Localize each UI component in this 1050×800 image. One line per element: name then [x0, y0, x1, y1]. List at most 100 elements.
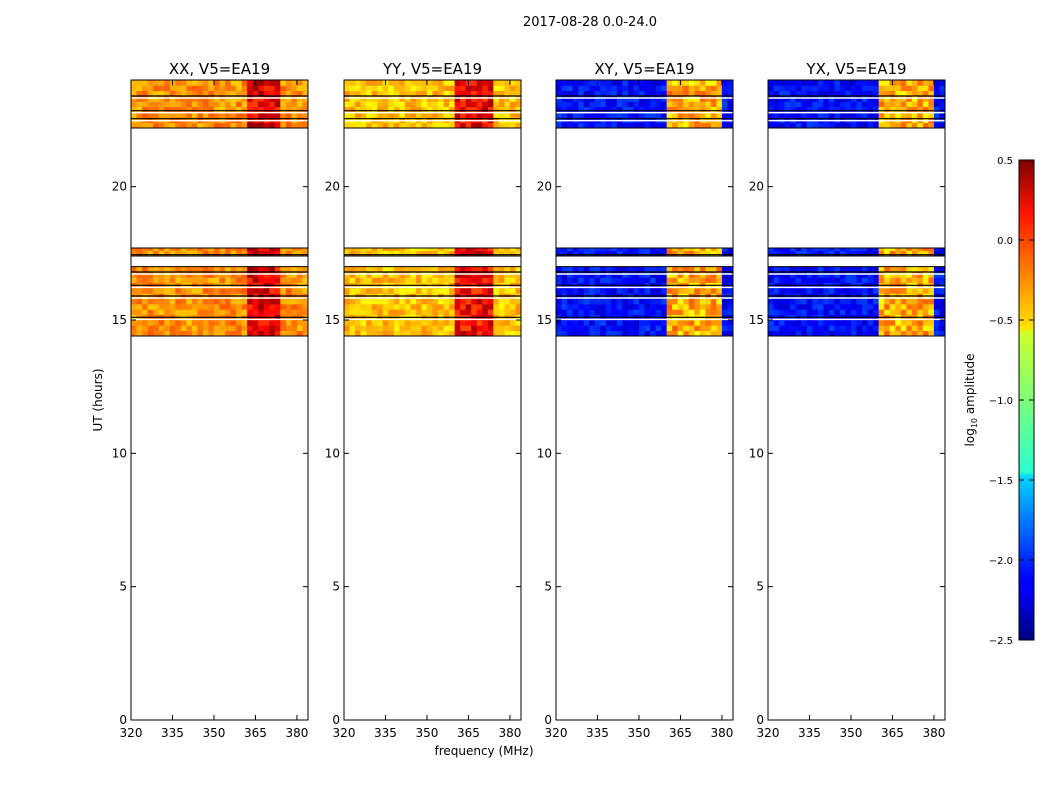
heatmap-cell	[487, 266, 494, 273]
heatmap-cell	[578, 320, 585, 326]
heatmap-cell	[263, 112, 270, 118]
heatmap-cell	[225, 309, 231, 316]
heatmap-cell	[349, 106, 356, 113]
heatmap-cell	[515, 320, 522, 326]
heatmap-cell	[175, 277, 182, 284]
heatmap-cell	[721, 298, 728, 305]
heatmap-cell	[801, 304, 808, 310]
heatmap-cell	[655, 304, 662, 310]
heatmap-cell	[572, 112, 579, 118]
heatmap-cell	[415, 85, 422, 92]
heatmap-cell	[839, 122, 846, 129]
heatmap-cell	[399, 330, 406, 337]
heatmap-cell	[694, 288, 701, 294]
heatmap-cell	[768, 96, 774, 102]
heatmap-cell	[147, 309, 154, 316]
heatmap-cell	[605, 266, 612, 273]
heatmap-cell	[404, 122, 411, 129]
heatmap-cell	[583, 96, 590, 102]
heatmap-cell	[806, 101, 813, 108]
heatmap-cell	[850, 266, 857, 273]
heatmap-cell	[153, 80, 160, 86]
heatmap-cell	[482, 85, 489, 92]
heatmap-cell	[839, 330, 846, 337]
heatmap-cell	[677, 330, 684, 337]
heatmap-cell	[622, 90, 629, 97]
heatmap-cell	[388, 325, 395, 332]
heatmap-cell	[454, 101, 461, 108]
heatmap-cell	[515, 250, 522, 257]
heatmap-cell	[219, 106, 226, 113]
heatmap-cell	[509, 277, 516, 284]
heatmap-cell	[410, 122, 417, 129]
heatmap-cell	[790, 106, 797, 113]
heatmap-cell	[438, 112, 444, 118]
heatmap-cell	[515, 122, 522, 129]
heatmap-cell	[677, 325, 684, 332]
heatmap-cell	[878, 90, 885, 97]
heatmap-cell	[449, 96, 456, 102]
heatmap-cell	[884, 250, 891, 257]
y-tick-label: 0	[332, 713, 340, 727]
heatmap-cell	[415, 309, 422, 316]
heatmap-cell	[366, 122, 373, 129]
heatmap-cell	[583, 266, 590, 273]
heatmap-cell	[202, 80, 209, 86]
heatmap-cell	[867, 122, 874, 129]
heatmap-cell	[175, 298, 182, 305]
heatmap-cell	[933, 325, 940, 332]
heatmap-cell	[191, 266, 198, 273]
heatmap-cell	[131, 106, 137, 113]
heatmap-cell	[768, 266, 774, 273]
heatmap-cell	[438, 250, 444, 257]
heatmap-cell	[790, 80, 797, 86]
heatmap-cell	[823, 320, 830, 326]
heatmap-cell	[699, 272, 706, 278]
heatmap-cell	[666, 96, 673, 102]
heatmap-cell	[666, 288, 673, 294]
heatmap-cell	[594, 85, 601, 92]
heatmap-cell	[147, 272, 154, 278]
heatmap-cell	[164, 298, 171, 305]
heatmap-cell	[655, 250, 662, 257]
heatmap-cell	[504, 122, 511, 129]
heatmap-cell	[895, 101, 902, 108]
y-tick-label: 10	[749, 446, 764, 460]
heatmap-cell	[627, 277, 634, 284]
heatmap-cell	[432, 250, 439, 257]
heatmap-cell	[616, 90, 623, 97]
heatmap-cell	[432, 80, 439, 86]
heatmap-cell	[638, 122, 645, 129]
heatmap-cell	[291, 320, 298, 326]
heatmap-cell	[561, 298, 568, 305]
heatmap-cell	[377, 106, 384, 113]
heatmap-cell	[710, 266, 717, 273]
heatmap-cell	[269, 325, 276, 332]
heatmap-cell	[768, 298, 774, 305]
heatmap-cell	[169, 112, 176, 118]
heatmap-cell	[922, 325, 929, 332]
heatmap-cell	[421, 96, 428, 102]
heatmap-cell	[817, 122, 824, 129]
heatmap-cell	[247, 248, 254, 252]
heatmap-cell	[856, 288, 863, 294]
heatmap-cell	[939, 248, 946, 252]
heatmap-cell	[911, 80, 918, 86]
heatmap-cell	[344, 325, 350, 332]
heatmap-cell	[694, 122, 701, 129]
heatmap-cell	[790, 112, 797, 118]
heatmap-cell	[616, 304, 623, 310]
heatmap-cell	[471, 80, 478, 86]
heatmap-cell	[280, 272, 287, 278]
heatmap-cell	[471, 320, 478, 326]
heatmap-cell	[515, 304, 522, 310]
heatmap-cell	[191, 96, 198, 102]
heatmap-cell	[360, 320, 367, 326]
heatmap-cell	[219, 320, 226, 326]
heatmap-cell	[705, 90, 712, 97]
heatmap-cell	[600, 90, 607, 97]
heatmap-cell	[828, 106, 835, 113]
heatmap-cell	[164, 266, 171, 273]
heatmap-cell	[688, 272, 695, 278]
heatmap-cell	[710, 250, 717, 257]
